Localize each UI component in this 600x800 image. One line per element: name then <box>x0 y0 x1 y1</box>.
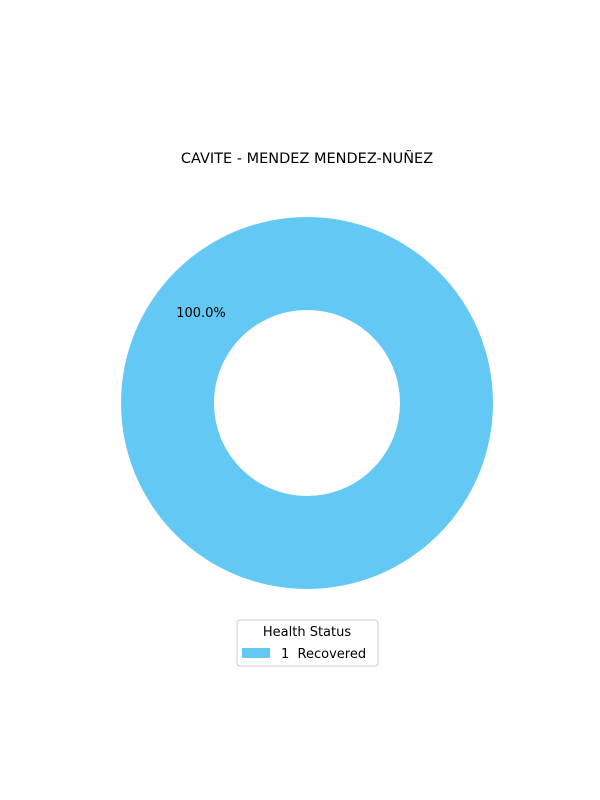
slice-percent-label: 100.0% <box>176 306 226 321</box>
legend-label: 1 Recovered <box>281 647 366 662</box>
legend-swatch <box>242 648 270 658</box>
slice-labels: 100.0% <box>176 306 226 321</box>
legend: Health Status 1 Recovered <box>237 620 378 666</box>
donut-slice-recovered <box>121 217 493 589</box>
chart-title: CAVITE - MENDEZ MENDEZ-NUÑEZ <box>181 150 433 167</box>
legend-title: Health Status <box>263 625 351 640</box>
donut-slices <box>121 217 493 589</box>
